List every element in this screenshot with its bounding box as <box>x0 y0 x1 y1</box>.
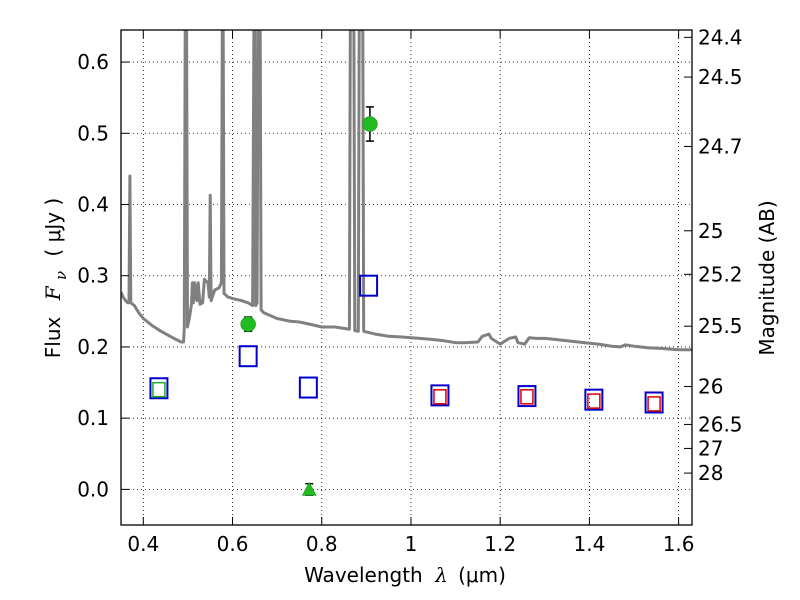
blue-square-marker <box>238 345 258 368</box>
x-tick-label: 1.6 <box>663 532 695 556</box>
red-square-marker <box>587 393 601 409</box>
y2-tick-label: 25 <box>698 219 723 243</box>
green-circle-marker <box>362 116 378 132</box>
x-axis-label-unit: (μm) <box>458 563 506 587</box>
y-axis-label-subscript: ν <box>52 271 70 280</box>
y2-tick-label: 25.2 <box>698 262 743 286</box>
chart-marks <box>121 30 692 496</box>
red-square-marker <box>520 389 534 405</box>
y2-tick-label: 24.7 <box>698 134 743 158</box>
blue-square-marker <box>298 376 318 399</box>
grid-lines <box>121 30 692 525</box>
y-axis-label-symbol: F <box>41 285 65 301</box>
y2-tick-label: 24.5 <box>698 65 743 89</box>
x-tick-label: 1.2 <box>484 532 516 556</box>
y-tick-label: 0.5 <box>77 121 109 145</box>
y2-tick-label: 26.5 <box>698 412 743 436</box>
x-tick-label: 0.4 <box>127 532 159 556</box>
y-axis-label: Flux F ν ( μJy ) <box>41 198 71 358</box>
y2-tick-label: 25.5 <box>698 314 743 338</box>
green-triangle-marker <box>301 481 317 496</box>
y2-tick-label: 27 <box>698 436 723 460</box>
plot-frame <box>120 29 693 526</box>
red-square-marker <box>433 389 447 405</box>
y-tick-label: 0.0 <box>77 477 109 501</box>
blue-square-marker <box>517 385 537 408</box>
y-axis-label-unit: ( μJy ) <box>41 198 65 257</box>
tick-labels: 0.4 0.6 0.8 1 1.2 1.4 1.6 0.0 0.1 0.2 0.3 0.4 0.5 0.6… <box>77 25 742 556</box>
blue-square-marker <box>644 391 664 414</box>
model-spectrum-line <box>121 30 692 352</box>
y-axis-label-text: Flux <box>41 316 65 358</box>
x-axis-label-text: Wavelength <box>304 563 423 587</box>
y-tick-label: 0.3 <box>77 264 109 288</box>
red-square-marker <box>647 396 661 412</box>
green-square-marker <box>152 381 166 398</box>
x-tick-label: 0.6 <box>217 532 249 556</box>
blue-square-marker <box>430 384 450 407</box>
x-tick-label: 1 <box>405 532 418 556</box>
x-axis-label-symbol: λ <box>434 563 448 587</box>
y2-tick-label: 28 <box>698 461 723 485</box>
y-tick-label: 0.4 <box>77 192 109 216</box>
x-tick-label: 1.4 <box>573 532 605 556</box>
x-axis-label: Wavelength λ (μm) <box>304 563 506 587</box>
y-tick-label: 0.2 <box>77 335 109 359</box>
axis-ticks <box>121 30 692 525</box>
green-circle-marker <box>240 316 256 332</box>
y-tick-label: 0.6 <box>77 50 109 74</box>
y2-tick-label: 26 <box>698 374 723 398</box>
y2-tick-label: 24.4 <box>698 25 743 49</box>
y2-axis-label: Magnitude (AB) <box>755 200 779 355</box>
blue-square-marker <box>149 377 169 400</box>
blue-square-marker <box>584 388 604 411</box>
x-tick-label: 0.8 <box>306 532 338 556</box>
y-tick-label: 0.1 <box>77 406 109 430</box>
blue-square-marker <box>359 274 379 297</box>
